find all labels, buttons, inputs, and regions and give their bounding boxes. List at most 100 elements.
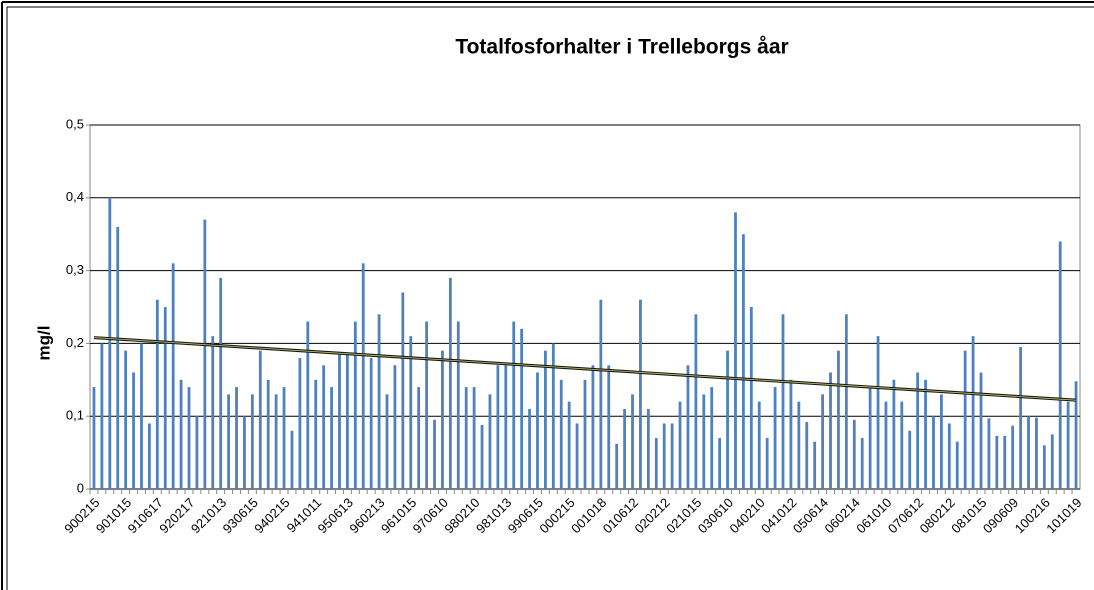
bar [639,299,642,489]
bar [876,336,880,489]
bar [480,424,484,489]
y-tick-label: 0,5 [66,116,84,131]
bar [116,226,120,490]
bar [765,438,769,489]
bar [591,365,595,489]
bar [306,321,310,489]
y-tick-label: 0 [77,480,84,495]
bar [742,234,745,489]
bar [227,394,230,489]
bar [955,441,959,489]
bar [773,387,777,489]
bar [654,438,658,489]
bar [940,394,943,489]
bar [583,379,587,489]
bar [995,435,999,489]
bar [512,321,516,489]
bar [92,387,96,489]
bar [155,299,159,489]
bar [298,357,302,489]
bar [496,365,500,489]
bar [987,418,991,489]
bar [456,321,460,489]
bar [1066,401,1070,489]
bar [860,438,864,489]
y-tick-label: 0,3 [66,262,84,277]
bar [243,416,246,489]
bar [124,350,128,489]
bar [369,357,373,489]
bar [686,365,690,489]
bar [1003,435,1007,489]
bar [409,336,413,489]
bar [884,401,888,489]
bar [710,387,714,489]
bar [179,379,183,489]
bar [464,387,468,489]
bar [235,387,238,489]
x-tick-label: 101019 [1043,495,1084,536]
bar [1058,241,1062,489]
y-axis-label: mg/l [34,326,53,361]
bar [314,379,318,489]
bar [694,314,698,489]
bar [575,423,579,489]
bar [615,443,619,489]
bar [932,416,935,489]
bar [417,387,421,489]
bar [441,350,444,489]
bar [1027,416,1030,489]
bar [520,328,524,489]
bar [1011,425,1015,489]
bar [662,423,666,489]
bar [448,277,452,489]
bar [544,350,547,489]
bar [567,401,571,489]
bar [274,394,278,489]
bar [536,372,539,489]
bar [726,350,729,489]
bar [203,219,207,489]
bar [821,394,824,489]
bar [219,277,223,489]
bar [250,394,254,489]
bar [599,299,603,489]
y-tick-label: 0,1 [66,408,84,423]
bar [330,387,333,489]
bar [108,197,112,490]
bar [338,354,341,489]
bar [1050,434,1054,489]
bar [852,419,856,489]
bar [504,365,508,489]
x-tick-label: 940215 [251,495,292,536]
bar [425,321,428,489]
bar [718,438,722,489]
bar [528,408,531,489]
bar [631,394,634,489]
bar [393,365,397,489]
bar [148,423,151,489]
bar [947,423,951,489]
bar [749,307,753,489]
bar [171,263,175,489]
bar [789,379,793,489]
bar [837,350,840,489]
bar [781,314,785,489]
bar [702,394,706,489]
chart-title: Totalfosforhalter i Trelleborgs åar [455,36,788,59]
bar [797,401,801,489]
bar [892,379,896,489]
bar [868,387,872,489]
bar [385,394,389,489]
bar [472,387,476,489]
bar [805,422,809,489]
bar [132,372,135,489]
bar [1019,347,1022,489]
bar [670,423,674,489]
bar [607,365,611,489]
bar [346,354,349,489]
bar [559,379,563,489]
bar [282,387,286,489]
